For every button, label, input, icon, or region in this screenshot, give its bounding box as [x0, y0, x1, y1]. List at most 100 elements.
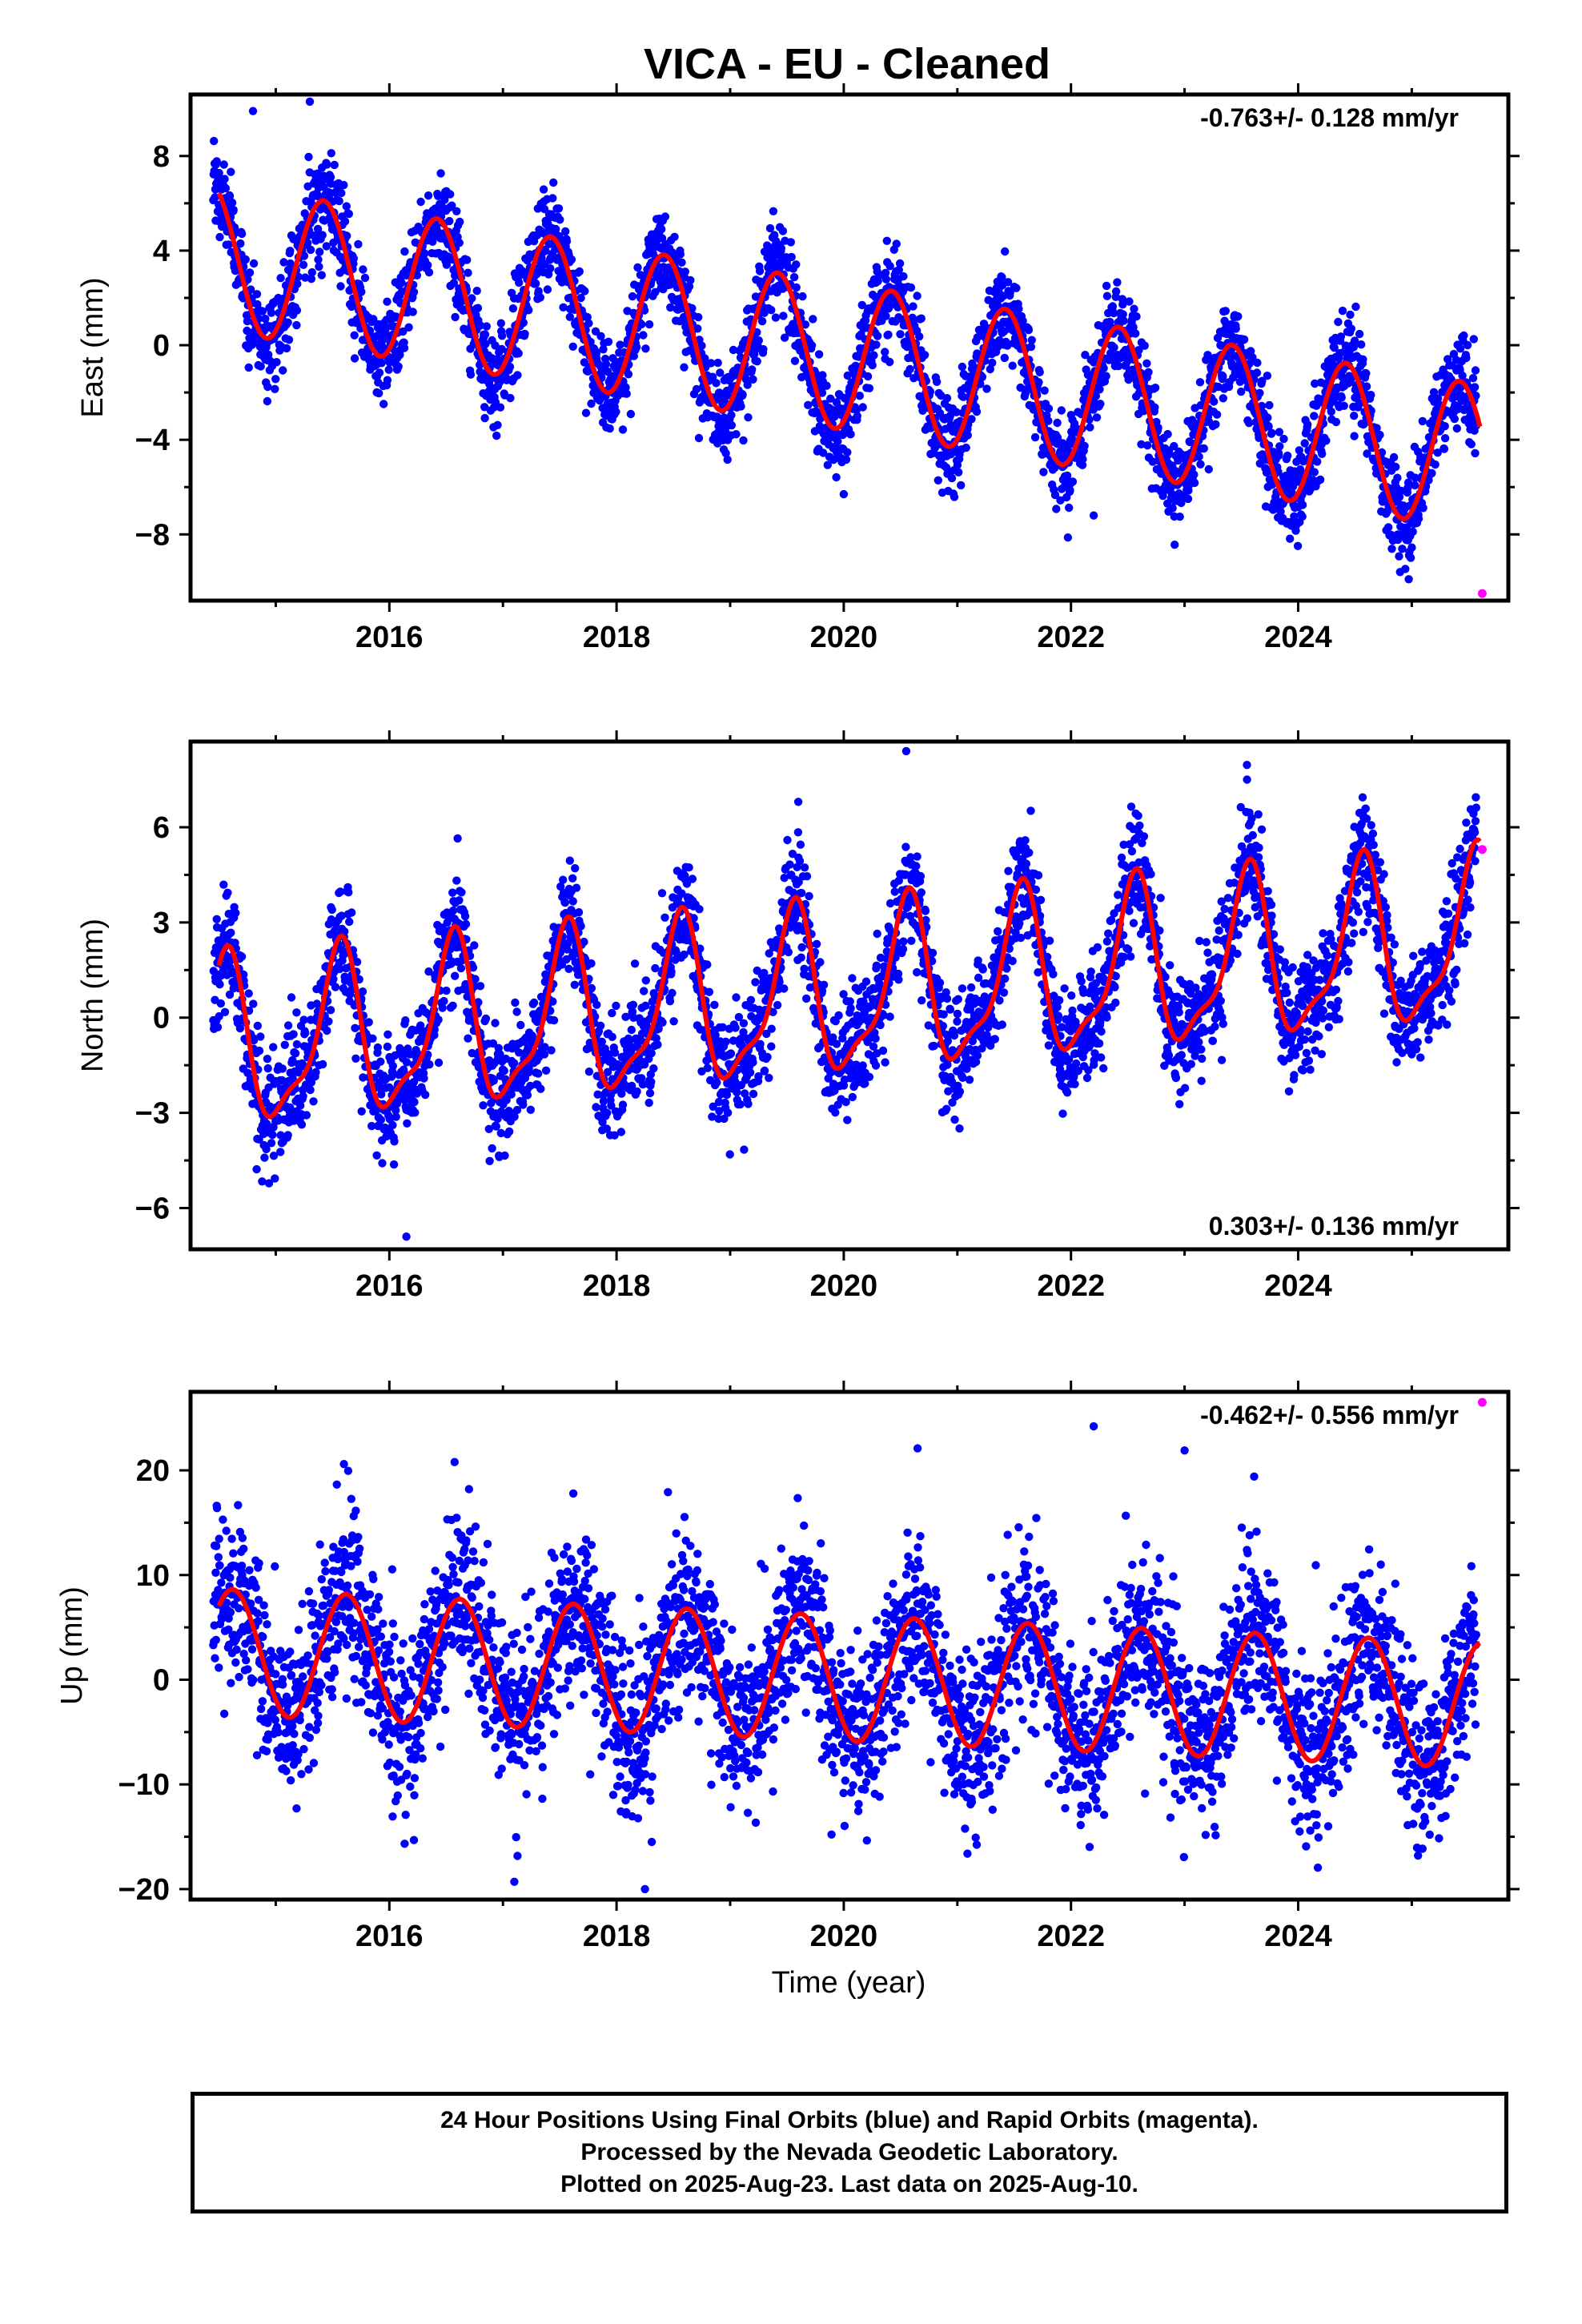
data-point — [294, 272, 303, 281]
data-point — [628, 292, 637, 301]
data-point — [420, 1074, 428, 1083]
data-point — [1066, 485, 1074, 495]
data-point — [1395, 552, 1403, 561]
data-point — [500, 1151, 509, 1160]
data-point — [379, 400, 388, 408]
data-point — [457, 888, 466, 897]
data-point — [1427, 468, 1436, 478]
data-point — [1463, 340, 1472, 350]
data-point — [1163, 429, 1172, 439]
data-point — [397, 278, 406, 287]
data-point — [986, 364, 995, 374]
data-point — [442, 260, 452, 269]
data-point — [512, 1007, 521, 1016]
data-point — [1440, 422, 1449, 431]
data-point — [608, 1008, 616, 1018]
data-point — [283, 1021, 293, 1030]
data-point — [337, 188, 346, 198]
data-point — [605, 424, 614, 433]
data-point — [1190, 478, 1199, 488]
data-point — [753, 357, 761, 366]
data-point — [529, 998, 539, 1007]
data-point — [343, 231, 351, 240]
data-point — [1244, 419, 1254, 428]
data-point — [1286, 534, 1295, 543]
data-point — [1336, 332, 1346, 341]
data-point — [345, 917, 354, 927]
data-point — [592, 1103, 600, 1112]
data-point — [1102, 281, 1111, 291]
data-point — [263, 382, 272, 392]
data-point — [335, 964, 344, 974]
data-point — [276, 274, 285, 283]
data-point — [1290, 512, 1299, 521]
data-point — [292, 1039, 302, 1049]
east-plot-frame — [188, 92, 1511, 603]
data-point — [1158, 492, 1167, 501]
data-point — [271, 1174, 279, 1183]
east-y-axis-label: East (mm) — [76, 277, 110, 417]
data-point — [1275, 451, 1283, 460]
east-rate-label: -0.763+/- 0.128 mm/yr — [1200, 103, 1459, 132]
data-point — [504, 1127, 514, 1136]
data-point — [641, 976, 650, 985]
data-point — [1065, 503, 1074, 513]
data-point — [364, 1018, 373, 1027]
data-point — [481, 1014, 491, 1023]
data-point — [227, 167, 235, 176]
data-point — [872, 340, 881, 349]
data-point — [565, 312, 574, 321]
data-point — [524, 306, 533, 315]
data-point — [1053, 418, 1062, 428]
data-point — [307, 275, 316, 283]
data-point — [1443, 355, 1452, 364]
data-point — [452, 207, 461, 215]
data-point — [1255, 388, 1264, 397]
data-point — [315, 247, 324, 256]
data-point — [253, 1021, 262, 1031]
data-point — [293, 279, 302, 288]
data-point — [830, 412, 839, 421]
data-point — [536, 293, 544, 302]
data-point — [932, 377, 942, 386]
data-point — [737, 402, 745, 411]
data-point — [455, 239, 464, 247]
data-point — [1021, 388, 1030, 397]
data-point — [616, 340, 624, 349]
data-point — [1310, 468, 1319, 476]
data-point — [409, 287, 419, 296]
data-point — [352, 958, 362, 967]
data-point — [1263, 413, 1272, 422]
data-point — [1027, 336, 1037, 344]
data-point — [1177, 498, 1186, 508]
data-point — [601, 360, 611, 368]
data-point — [480, 330, 490, 339]
data-point — [804, 400, 813, 409]
data-point — [1350, 412, 1359, 420]
data-point — [743, 380, 752, 389]
data-point — [1078, 455, 1087, 464]
data-point — [1339, 401, 1348, 410]
data-point — [211, 193, 219, 202]
data-point — [603, 1108, 612, 1117]
data-point — [1452, 424, 1462, 433]
data-point — [1264, 422, 1273, 431]
data-point — [420, 249, 429, 258]
data-point — [1102, 372, 1110, 380]
data-point — [401, 1016, 410, 1025]
data-point — [286, 247, 295, 255]
data-point — [434, 1015, 443, 1024]
data-point — [852, 405, 861, 414]
data-point — [354, 239, 363, 249]
data-point — [403, 1119, 412, 1128]
data-point — [1456, 344, 1465, 353]
data-point — [1024, 325, 1034, 335]
data-point — [383, 376, 392, 384]
data-point — [1050, 490, 1060, 500]
data-point — [832, 472, 841, 482]
data-point — [416, 197, 425, 207]
data-point — [739, 436, 748, 445]
data-point — [391, 1106, 400, 1115]
